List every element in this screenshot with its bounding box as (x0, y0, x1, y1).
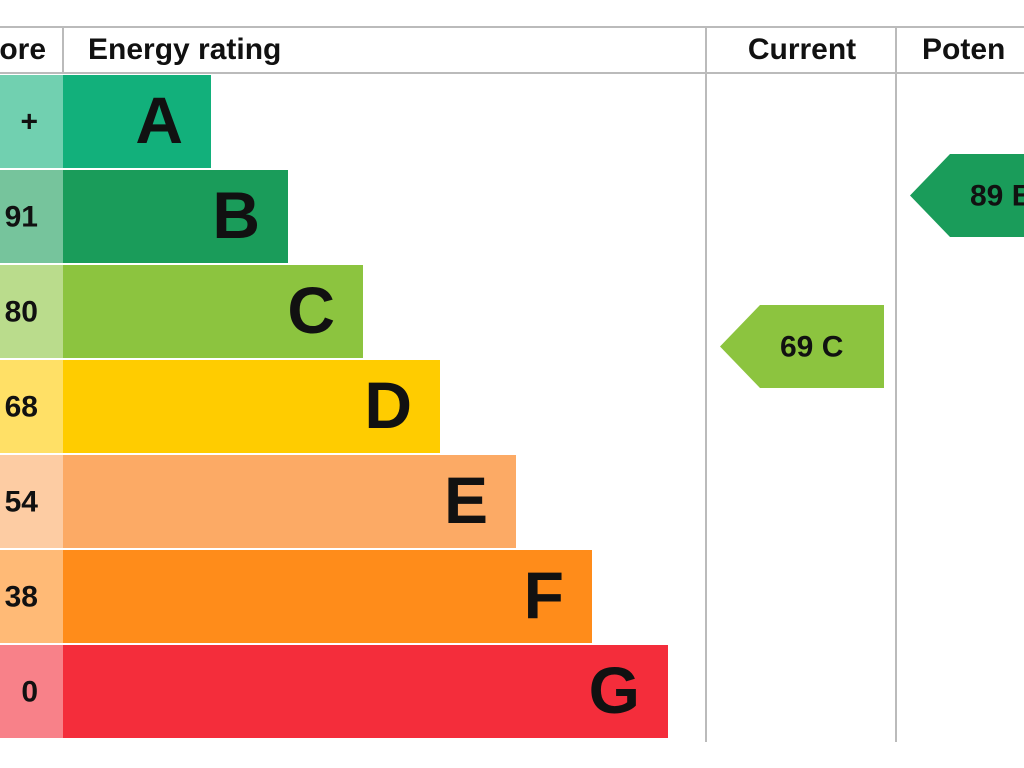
score-cell (0, 265, 63, 358)
score-range: 38 (5, 580, 38, 613)
rating-bar (63, 645, 668, 738)
current-header: Current (748, 33, 856, 66)
rating-bar (63, 75, 211, 168)
score-range: + (20, 105, 38, 138)
rating-letter: A (135, 83, 183, 157)
score-cell (0, 170, 63, 263)
rating-bar (63, 455, 516, 548)
rating-letter: G (589, 653, 640, 727)
rating-bar (63, 170, 288, 263)
score-range: 91 (5, 200, 38, 233)
rating-letter: B (212, 178, 260, 252)
score-range: 54 (5, 485, 39, 518)
rating-header: Energy rating (88, 33, 281, 66)
potential-label: 89 B (970, 179, 1024, 212)
score-cell (0, 455, 63, 548)
rating-letter: E (444, 463, 488, 537)
rating-letter: D (364, 368, 412, 442)
score-header: ore (0, 33, 46, 66)
potential-header: Poten (922, 33, 1005, 66)
score-cell (0, 550, 63, 643)
score-range: 68 (5, 390, 38, 423)
score-cell (0, 645, 63, 738)
current-arrow (720, 305, 884, 388)
score-cell (0, 360, 63, 453)
rating-bar (63, 265, 363, 358)
rating-letter: F (524, 558, 564, 632)
score-range: 80 (5, 295, 38, 328)
score-range: 0 (21, 675, 38, 708)
current-label: 69 C (780, 330, 843, 363)
rating-bar (63, 550, 592, 643)
rating-bar (63, 360, 440, 453)
score-cell (0, 75, 63, 168)
potential-arrow (910, 154, 1024, 237)
rating-letter: C (287, 273, 335, 347)
